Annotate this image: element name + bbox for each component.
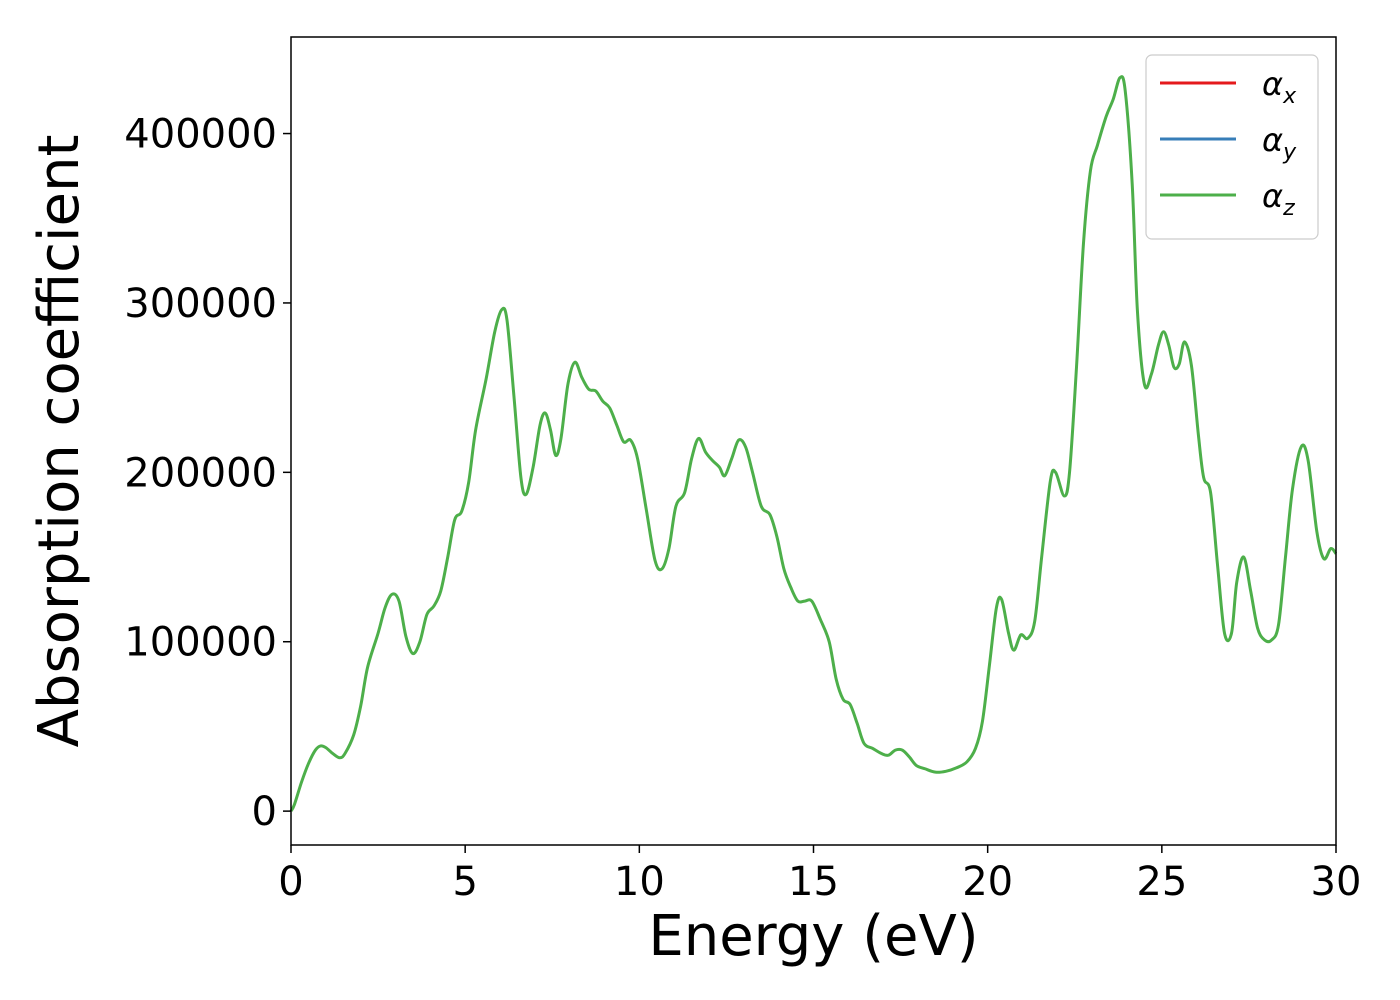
x-axis-title: Energy (eV) [648,904,978,969]
y-tick-label: 400000 [124,112,277,158]
y-tick-label: 200000 [124,450,277,496]
x-tick-label: 30 [1311,859,1362,905]
x-tick-label: 10 [614,859,665,905]
y-tick-label: 100000 [124,620,277,666]
legend: αx αy αz [1145,54,1319,240]
x-tick-label: 20 [962,859,1013,905]
series-line-0 [289,75,1338,812]
x-tick-label: 0 [278,859,303,905]
legend-label-x: αx [1262,65,1297,109]
y-tick-label: 0 [252,789,277,835]
y-axis-title: Absorption coefficient [27,135,92,748]
x-tick-label: 5 [452,859,477,905]
legend-label-z: αz [1262,177,1295,221]
y-axis-ticks: 0 100000 200000 300000 400000 [124,112,291,835]
y-tick-label: 300000 [124,281,277,327]
legend-label-y: αy [1262,121,1297,165]
x-tick-label: 25 [1136,859,1187,905]
plot-lines [289,75,1338,812]
x-axis-ticks: 0 5 10 15 20 25 30 [278,845,1361,905]
x-tick-label: 15 [788,859,839,905]
legend-box [1145,54,1319,240]
